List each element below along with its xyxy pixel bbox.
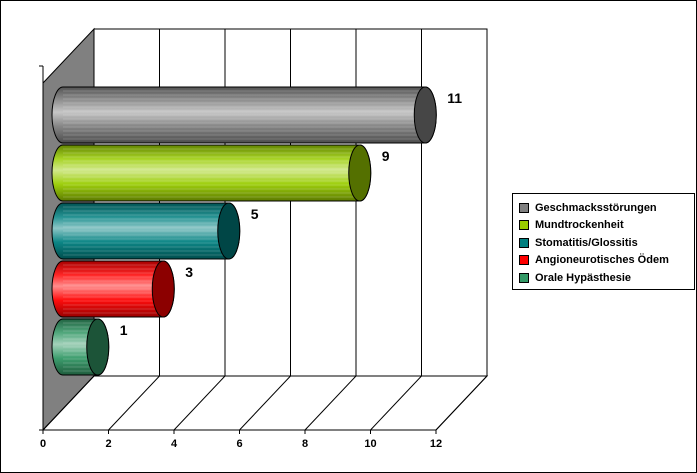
legend-item: Orale Hypästhesie: [519, 269, 694, 287]
legend-item: Geschmacksstörungen: [519, 199, 694, 217]
data-label: 11: [447, 90, 462, 106]
legend-swatch: [519, 220, 529, 231]
data-label: 1: [120, 322, 128, 338]
x-tick-label: 6: [236, 438, 242, 450]
legend-label: Orale Hypästhesie: [535, 271, 631, 284]
x-tick-label: 8: [302, 438, 308, 450]
bar-cap: [348, 144, 372, 202]
gridline-floor: [42, 375, 95, 431]
data-label: 5: [251, 206, 259, 222]
bars: [51, 86, 437, 376]
data-labels: 11 9 5 3 1: [120, 90, 463, 338]
bar-cap: [217, 202, 241, 260]
x-tick-label: 10: [364, 438, 376, 450]
x-tick-label: 12: [430, 438, 442, 450]
bar-orale-hyp-sthesie: [51, 318, 110, 376]
legend-item: Stomatitis/Glossitis: [519, 234, 694, 252]
x-axis: 0 2 4 6 8 10 12: [39, 65, 442, 450]
bar-angioneurotisches-dem: [51, 260, 175, 318]
gridline-floor: [239, 375, 291, 431]
legend-label: Geschmacksstörungen: [535, 201, 657, 214]
legend-swatch: [519, 202, 529, 213]
legend-swatch: [519, 272, 529, 283]
x-tick-label: 0: [40, 438, 46, 450]
gridline-floor: [304, 375, 357, 431]
data-label: 9: [382, 148, 390, 164]
legend: Geschmacksstörungen Mundtrockenheit Stomat…: [512, 193, 695, 290]
bar-stomatitis-glossitis: [51, 202, 241, 260]
gridline-floor: [370, 375, 422, 431]
bar-mundtrockenheit: [51, 144, 372, 202]
legend-label: Mundtrockenheit: [535, 219, 624, 232]
x-tick-label: 4: [171, 438, 178, 450]
legend-swatch: [519, 237, 529, 248]
legend-swatch: [519, 255, 529, 266]
bar-geschmacksst-rungen: [51, 86, 437, 144]
x-tick-label: 2: [105, 438, 111, 450]
bar-cap: [151, 260, 175, 318]
data-label: 3: [185, 264, 193, 280]
gridline-floor: [173, 375, 226, 431]
bar-cap: [86, 318, 110, 376]
legend-label: Stomatitis/Glossitis: [535, 236, 638, 249]
gridline-floor: [108, 375, 160, 431]
legend-item: Angioneurotisches Ödem: [519, 252, 694, 270]
bar-cap: [413, 86, 437, 144]
legend-label: Angioneurotisches Ödem: [535, 254, 669, 267]
legend-item: Mundtrockenheit: [519, 217, 694, 235]
gridline-floor: [435, 375, 488, 431]
